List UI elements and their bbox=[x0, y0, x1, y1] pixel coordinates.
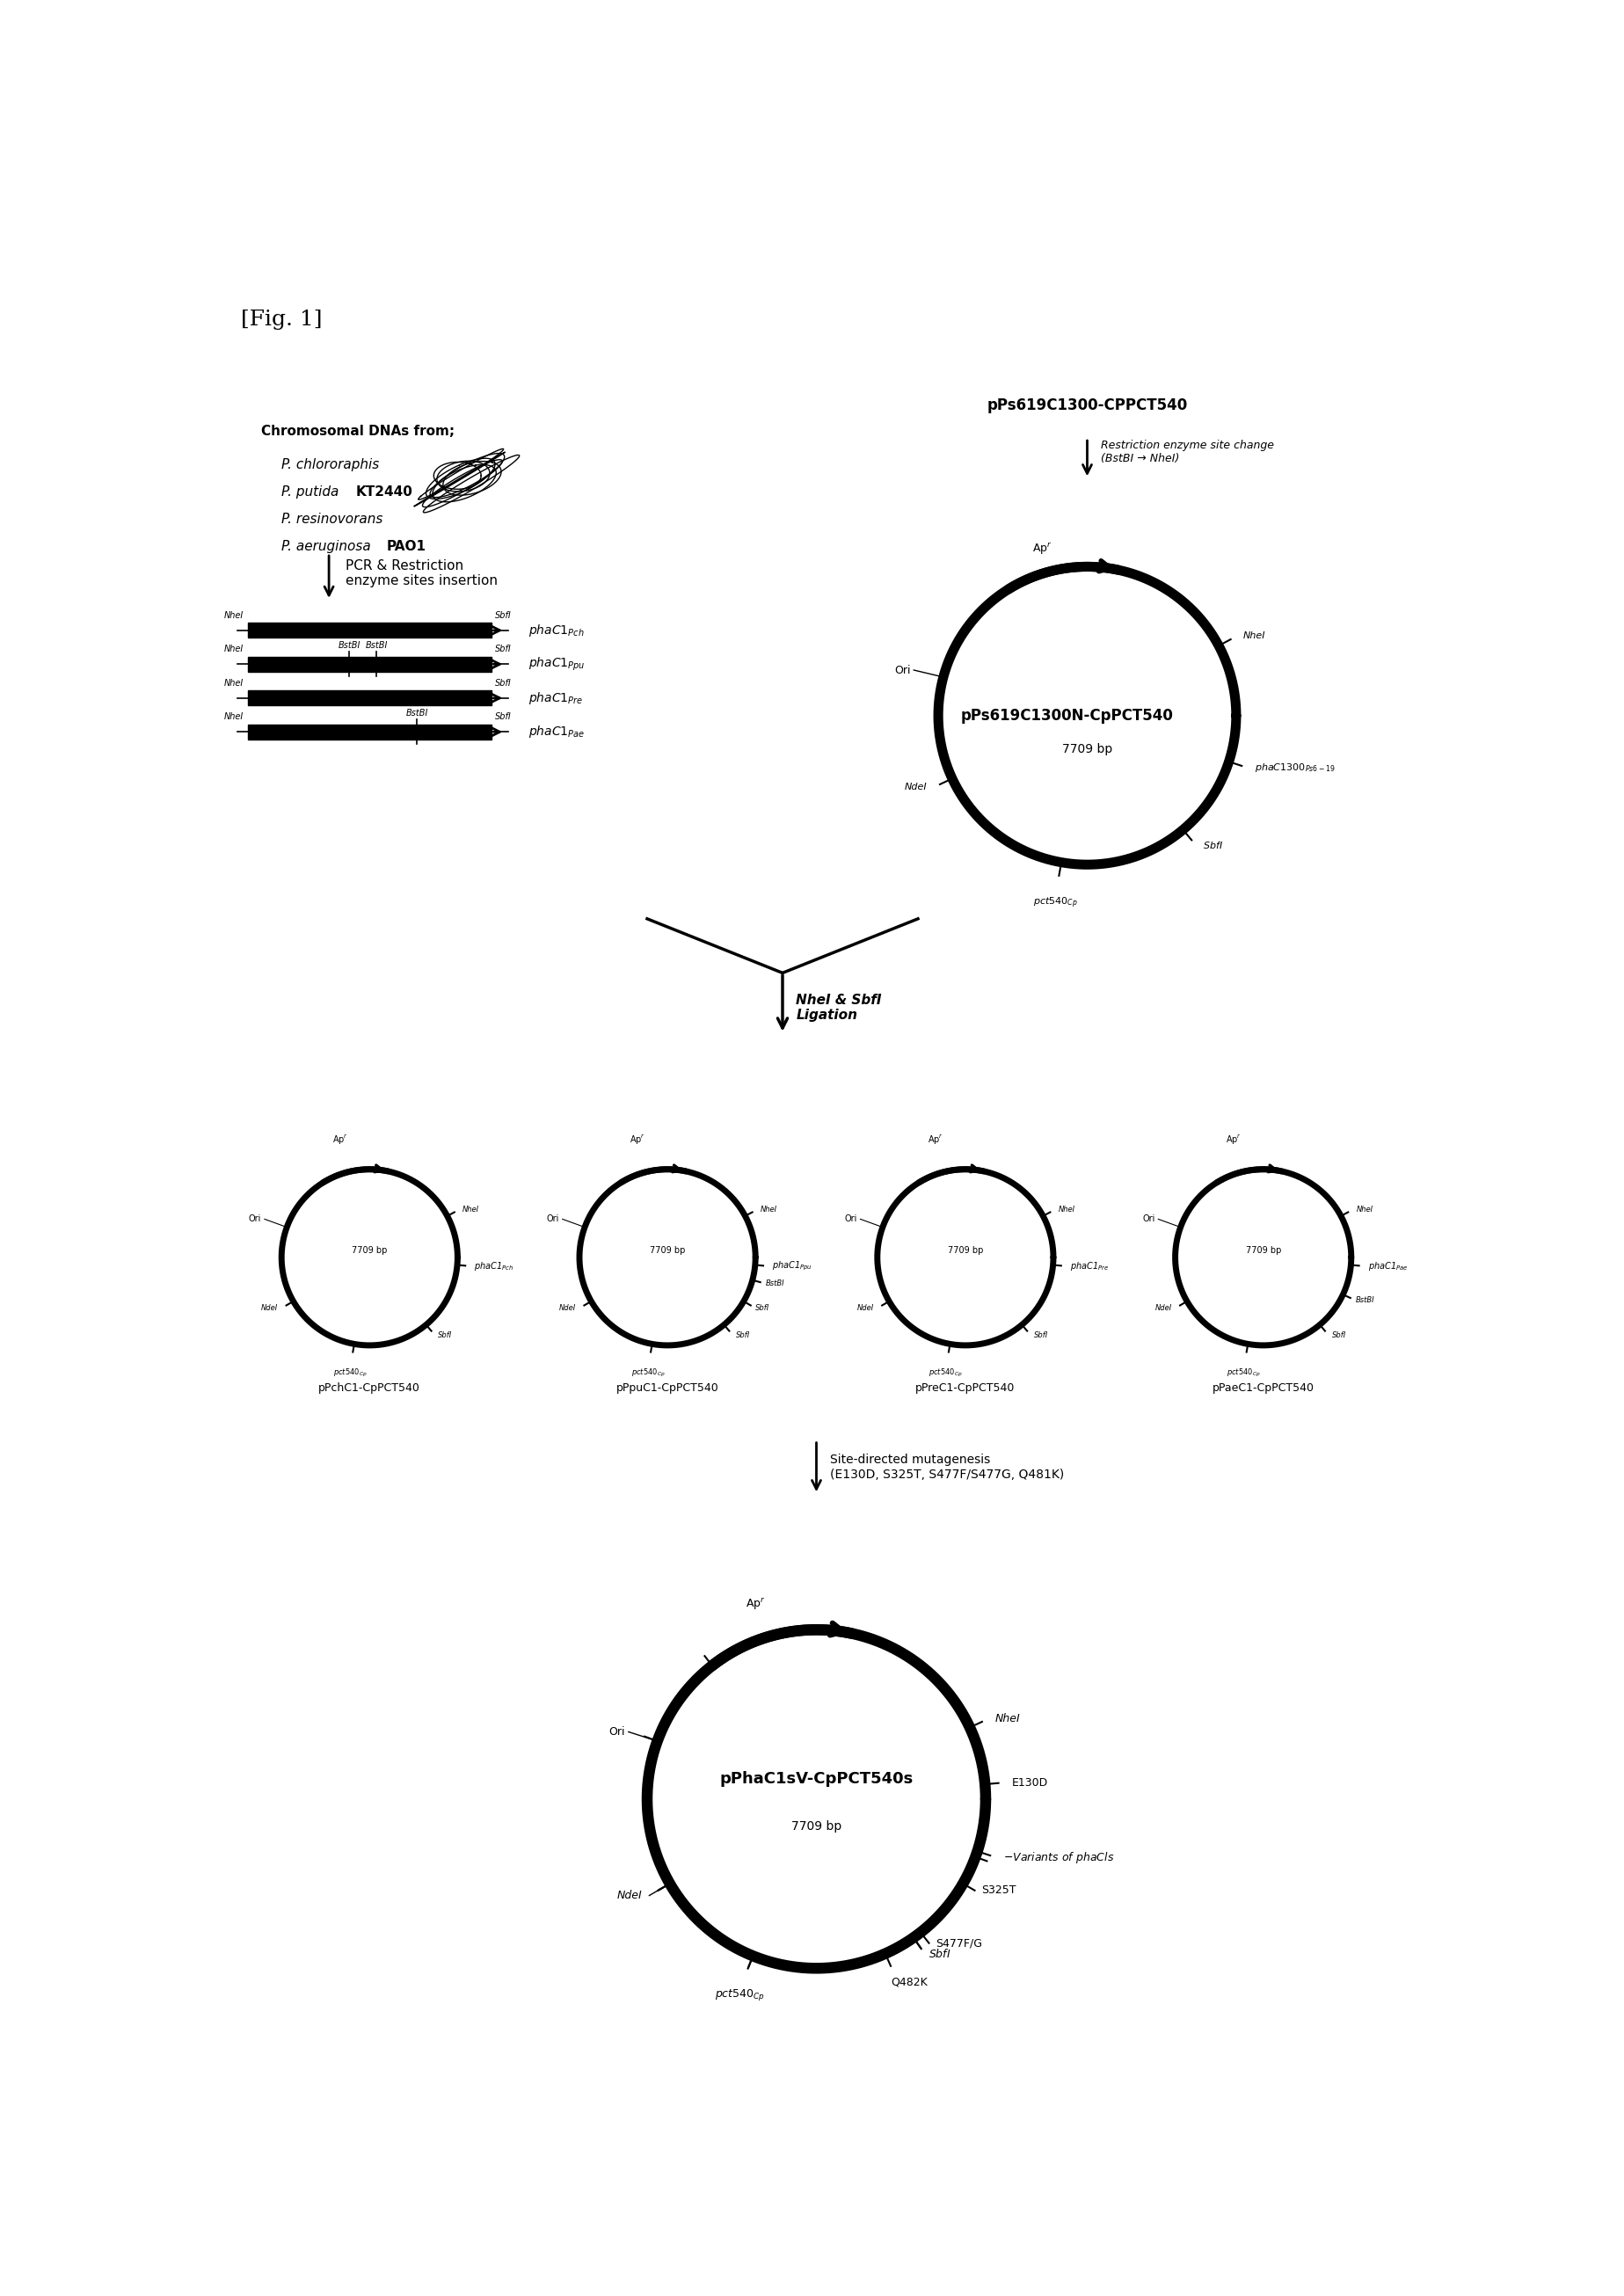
Text: SbfI: SbfI bbox=[438, 1332, 453, 1339]
Text: S477F/G: S477F/G bbox=[935, 1938, 983, 1949]
Text: pPhaC1sV-CpPCT540s: pPhaC1sV-CpPCT540s bbox=[719, 1770, 913, 1786]
Text: Chromosomal DNAs from;: Chromosomal DNAs from; bbox=[261, 425, 455, 439]
Text: phaC1$_{Pch}$: phaC1$_{Pch}$ bbox=[474, 1261, 513, 1272]
Text: NheI: NheI bbox=[760, 1205, 778, 1215]
Text: Ori: Ori bbox=[248, 1215, 261, 1224]
Text: BstBI: BstBI bbox=[765, 1279, 784, 1288]
Text: 7709 bp: 7709 bp bbox=[947, 1247, 983, 1256]
Text: Q482K: Q482K bbox=[890, 1977, 927, 1988]
Text: PCR & Restriction
enzyme sites insertion: PCR & Restriction enzyme sites insertion bbox=[346, 560, 499, 588]
Text: BstBI: BstBI bbox=[365, 641, 388, 650]
FancyBboxPatch shape bbox=[248, 657, 492, 673]
Text: $phaC1_{Pch}$: $phaC1_{Pch}$ bbox=[529, 622, 585, 638]
Text: pPchC1-CpPCT540: pPchC1-CpPCT540 bbox=[318, 1382, 421, 1394]
Text: NdeI: NdeI bbox=[857, 1304, 874, 1311]
Text: 7709 bp: 7709 bp bbox=[352, 1247, 387, 1256]
Text: 7709 bp: 7709 bp bbox=[1246, 1247, 1281, 1256]
Text: SbfI: SbfI bbox=[755, 1304, 770, 1311]
Text: pPreC1-CpPCT540: pPreC1-CpPCT540 bbox=[916, 1382, 1015, 1394]
Text: $phaC1_{Pre}$: $phaC1_{Pre}$ bbox=[529, 691, 583, 705]
Text: $phaC1_{Pae}$: $phaC1_{Pae}$ bbox=[529, 723, 585, 739]
Text: Site-directed mutagenesis
(E130D, S325T, S477F/S477G, Q481K): Site-directed mutagenesis (E130D, S325T,… bbox=[830, 1453, 1064, 1481]
Text: BstBI: BstBI bbox=[1356, 1297, 1374, 1304]
Text: $pct540_{Cp}$: $pct540_{Cp}$ bbox=[715, 1988, 765, 2002]
Text: pPs619C1300-CPPCT540: pPs619C1300-CPPCT540 bbox=[987, 397, 1187, 413]
FancyBboxPatch shape bbox=[248, 622, 492, 638]
Text: E130D: E130D bbox=[1012, 1777, 1047, 1789]
Text: SbfI: SbfI bbox=[495, 712, 512, 721]
Text: NheI: NheI bbox=[224, 611, 244, 620]
Text: phaC1$_{Pae}$: phaC1$_{Pae}$ bbox=[1367, 1261, 1408, 1272]
Text: $pct540_{Cp}$: $pct540_{Cp}$ bbox=[929, 1368, 963, 1380]
Text: Ap$^r$: Ap$^r$ bbox=[927, 1134, 944, 1146]
Text: P. resinovorans: P. resinovorans bbox=[281, 512, 383, 526]
Text: NheI: NheI bbox=[996, 1713, 1020, 1724]
Text: NheI & SbfI
Ligation: NheI & SbfI Ligation bbox=[796, 994, 882, 1022]
Text: P. aeruginosa: P. aeruginosa bbox=[281, 540, 375, 553]
Text: NdeI: NdeI bbox=[559, 1304, 577, 1311]
Text: SbfI: SbfI bbox=[1332, 1332, 1346, 1339]
Text: S325T: S325T bbox=[981, 1885, 1017, 1896]
Text: $phaC1_{Ppu}$: $phaC1_{Ppu}$ bbox=[529, 657, 585, 673]
Text: 7709 bp: 7709 bp bbox=[650, 1247, 685, 1256]
Text: BstBI: BstBI bbox=[338, 641, 361, 650]
Text: SbfI: SbfI bbox=[736, 1332, 750, 1339]
Text: pPs619C1300N-CpPCT540: pPs619C1300N-CpPCT540 bbox=[960, 707, 1173, 723]
Text: KT2440: KT2440 bbox=[356, 484, 412, 498]
Text: Restriction enzyme site change
(BstBI → NheI): Restriction enzyme site change (BstBI → … bbox=[1101, 439, 1273, 464]
Text: Ap$^r$: Ap$^r$ bbox=[1033, 542, 1052, 556]
Text: SbfI: SbfI bbox=[495, 680, 512, 687]
Text: pPaeC1-CpPCT540: pPaeC1-CpPCT540 bbox=[1212, 1382, 1314, 1394]
Text: PAO1: PAO1 bbox=[387, 540, 425, 553]
Text: pPpuC1-CpPCT540: pPpuC1-CpPCT540 bbox=[615, 1382, 719, 1394]
Text: SbfI: SbfI bbox=[495, 645, 512, 654]
Text: NheI: NheI bbox=[224, 680, 244, 687]
Text: Ori: Ori bbox=[546, 1215, 559, 1224]
Text: $pct540_{Cp}$: $pct540_{Cp}$ bbox=[1033, 895, 1078, 909]
Text: NheI: NheI bbox=[224, 712, 244, 721]
Text: Ori: Ori bbox=[895, 664, 911, 675]
Text: 7709 bp: 7709 bp bbox=[1062, 744, 1112, 755]
Text: Ori: Ori bbox=[609, 1727, 625, 1738]
Text: Ap$^r$: Ap$^r$ bbox=[331, 1134, 348, 1146]
Text: Ori: Ori bbox=[844, 1215, 857, 1224]
Text: SbfI: SbfI bbox=[495, 611, 512, 620]
Text: $Sbf$I: $Sbf$I bbox=[929, 1947, 952, 1961]
Text: NdeI: NdeI bbox=[261, 1304, 278, 1311]
Text: phaC1$_{Pre}$: phaC1$_{Pre}$ bbox=[1070, 1261, 1109, 1272]
Text: 7709 bp: 7709 bp bbox=[791, 1821, 841, 1832]
Text: P. putida: P. putida bbox=[281, 484, 343, 498]
Text: $pct540_{Cp}$: $pct540_{Cp}$ bbox=[632, 1368, 666, 1380]
Text: Ap$^r$: Ap$^r$ bbox=[1226, 1134, 1242, 1146]
Text: Ori: Ori bbox=[1142, 1215, 1155, 1224]
Text: NdeI: NdeI bbox=[617, 1890, 643, 1901]
Text: [Fig. 1]: [Fig. 1] bbox=[240, 310, 322, 331]
Text: Ap$^r$: Ap$^r$ bbox=[745, 1596, 765, 1612]
Text: phaC1$_{Ppu}$: phaC1$_{Ppu}$ bbox=[771, 1261, 812, 1272]
Text: NheI: NheI bbox=[1244, 631, 1265, 641]
FancyBboxPatch shape bbox=[248, 726, 492, 739]
Text: NheI: NheI bbox=[224, 645, 244, 654]
Text: NheI: NheI bbox=[463, 1205, 479, 1215]
Text: NdeI: NdeI bbox=[1155, 1304, 1173, 1311]
FancyBboxPatch shape bbox=[248, 691, 492, 705]
Text: NdeI: NdeI bbox=[905, 783, 927, 792]
Text: $phaC1300_{Ps6-19}$: $phaC1300_{Ps6-19}$ bbox=[1255, 762, 1335, 774]
Text: P. chlororaphis: P. chlororaphis bbox=[281, 459, 380, 471]
Text: NheI: NheI bbox=[1356, 1205, 1374, 1215]
Text: $-$Variants of phaCls: $-$Variants of phaCls bbox=[1004, 1851, 1114, 1864]
Text: $pct540_{Cp}$: $pct540_{Cp}$ bbox=[333, 1368, 367, 1380]
Text: SbfI: SbfI bbox=[1034, 1332, 1047, 1339]
Text: BstBI: BstBI bbox=[406, 709, 429, 719]
Text: NheI: NheI bbox=[1059, 1205, 1075, 1215]
Text: Ap$^r$: Ap$^r$ bbox=[630, 1134, 646, 1146]
Text: $pct540_{Cp}$: $pct540_{Cp}$ bbox=[1226, 1368, 1260, 1380]
Text: $Sbf$I: $Sbf$I bbox=[1203, 840, 1223, 850]
